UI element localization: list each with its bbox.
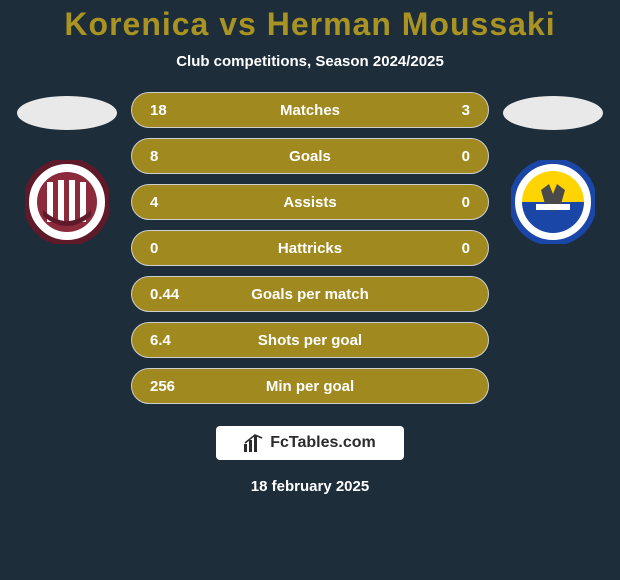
player-silhouette-icon [503, 96, 603, 130]
left-player-column [7, 92, 127, 404]
stat-left-value: 18 [150, 102, 190, 119]
stat-right-value: 0 [430, 240, 470, 257]
stat-label: Min per goal [266, 378, 354, 395]
stat-left-value: 4 [150, 194, 190, 211]
footer-logo: FcTables.com [216, 426, 404, 460]
footer-date: 18 february 2025 [251, 478, 369, 495]
stat-left-value: 256 [150, 378, 190, 395]
left-club-badge-icon [25, 160, 109, 244]
page-title: Korenica vs Herman Moussaki [64, 6, 555, 43]
stat-row: 18 Matches 3 [131, 92, 489, 128]
stat-left-value: 0.44 [150, 286, 190, 303]
stat-left-value: 6.4 [150, 332, 190, 349]
stat-label: Hattricks [278, 240, 342, 257]
stat-right-value: 3 [430, 102, 470, 119]
stat-left-value: 0 [150, 240, 190, 257]
stat-label: Goals [289, 148, 331, 165]
stat-row: 0 Hattricks 0 [131, 230, 489, 266]
stat-row: 0.44 Goals per match [131, 276, 489, 312]
stats-arena: 18 Matches 3 8 Goals 0 4 Assists 0 0 Hat… [0, 92, 620, 404]
stat-row: 4 Assists 0 [131, 184, 489, 220]
comparison-card: Korenica vs Herman Moussaki Club competi… [0, 0, 620, 580]
stat-label: Shots per goal [258, 332, 362, 349]
footer-logo-text: FcTables.com [270, 434, 376, 452]
stat-right-value: 0 [430, 148, 470, 165]
stat-row: 6.4 Shots per goal [131, 322, 489, 358]
stat-row: 8 Goals 0 [131, 138, 489, 174]
stat-row: 256 Min per goal [131, 368, 489, 404]
stats-list: 18 Matches 3 8 Goals 0 4 Assists 0 0 Hat… [131, 92, 489, 404]
right-club-badge-icon [511, 160, 595, 244]
stat-label: Matches [280, 102, 340, 119]
fctables-chart-icon [244, 434, 264, 452]
subtitle: Club competitions, Season 2024/2025 [176, 53, 444, 70]
stat-left-value: 8 [150, 148, 190, 165]
right-player-column [493, 92, 613, 404]
stat-label: Goals per match [251, 286, 369, 303]
stat-right-value: 0 [430, 194, 470, 211]
stat-label: Assists [283, 194, 336, 211]
player-silhouette-icon [17, 96, 117, 130]
